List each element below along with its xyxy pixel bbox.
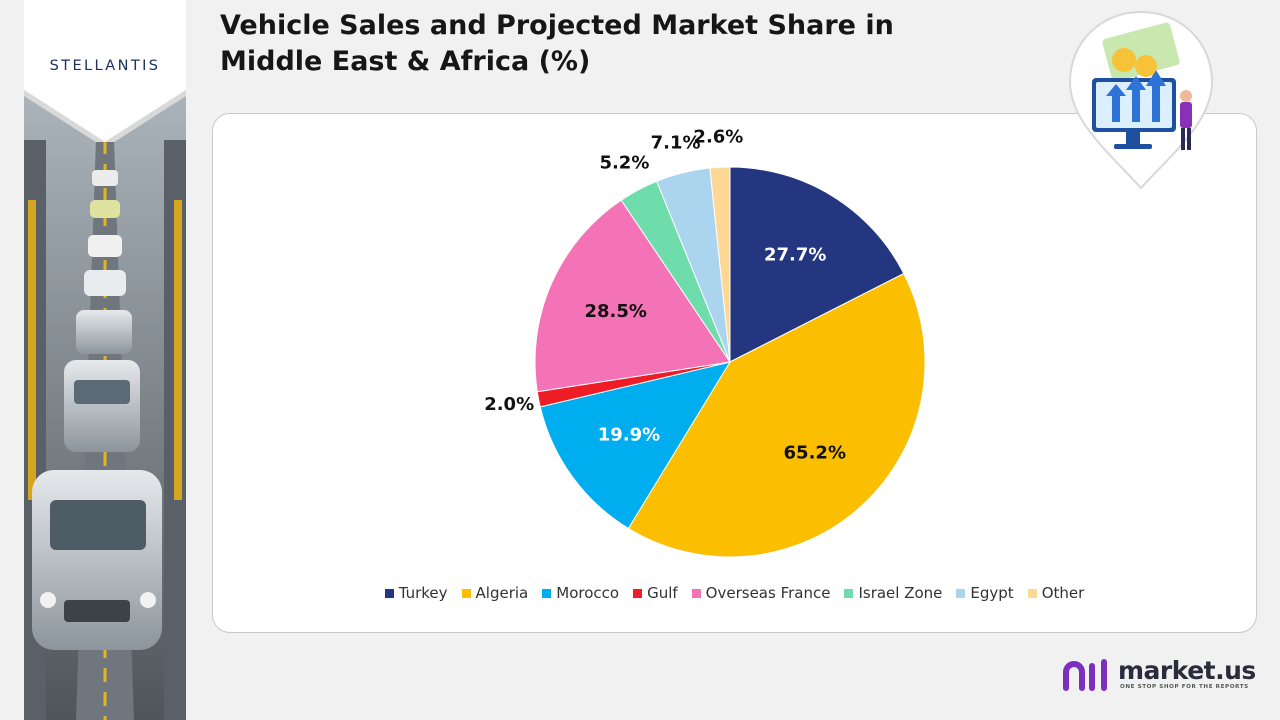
legend-swatch: [1027, 588, 1037, 598]
legend-label: Egypt: [970, 584, 1014, 602]
market-us-wordmark: market.us: [1118, 656, 1256, 685]
data-label-overseas-france: 28.5%: [584, 301, 646, 322]
pie-chart: 27.7% 65.2% 19.9% 2.0% 28.5% 5.2%7.1%2.6%: [484, 126, 926, 558]
data-label-other: 2.6%: [693, 126, 743, 147]
data-label-egypt: 7.1%: [651, 133, 701, 154]
data-label-israel-zone: 5.2%: [599, 152, 649, 173]
chart-legend: Turkey Algeria Morocco Gulf Overseas France I…: [213, 584, 1256, 602]
data-label-algeria: 65.2%: [784, 443, 846, 464]
legend-label: Turkey: [398, 584, 448, 602]
stellantis-logo: STELLANTIS: [49, 58, 161, 74]
logo-banner: STELLANTIS: [24, 0, 186, 142]
legend-label: Israel Zone: [858, 584, 943, 602]
legend-swatch: [956, 588, 966, 598]
legend-item-israel-zone: Israel Zone: [844, 584, 942, 602]
legend-label: Overseas France: [705, 584, 831, 602]
legend-item-egypt: Egypt: [956, 584, 1014, 602]
market-us-logo-icon: [1063, 659, 1107, 691]
pie-slice-turkey: [729, 166, 905, 363]
pie-slice-other: [709, 166, 731, 363]
data-label-turkey: 27.7%: [764, 245, 826, 266]
pie-slice-overseas-france: [534, 199, 731, 393]
logo-banner-shape: [24, 0, 186, 142]
market-us-brand: market.us ONE STOP SHOP FOR THE REPORTS: [1062, 656, 1262, 696]
legend-item-turkey: Turkey: [384, 584, 448, 602]
legend-swatch: [542, 588, 552, 598]
market-us-tagline: ONE STOP SHOP FOR THE REPORTS: [1120, 684, 1249, 690]
legend-swatch: [691, 588, 701, 598]
legend-swatch: [633, 588, 643, 598]
legend-item-gulf: Gulf: [633, 584, 678, 602]
data-label-gulf: 2.0%: [484, 394, 534, 415]
legend-swatch: [384, 588, 394, 598]
legend-label: Gulf: [647, 584, 678, 602]
legend-label: Algeria: [475, 584, 529, 602]
legend-item-algeria: Algeria: [461, 584, 529, 602]
legend-swatch: [461, 588, 471, 598]
page-title: Vehicle Sales and Projected Market Share…: [220, 10, 894, 77]
growth-chart-money-icon: [1066, 10, 1216, 192]
chart-card: 27.7% 65.2% 19.9% 2.0% 28.5% 5.2% 7.1% 2.6% Tur…: [212, 113, 1257, 633]
data-label-morocco: 19.9%: [598, 424, 660, 445]
legend-item-morocco: Morocco: [542, 584, 619, 602]
legend-item-other: Other: [1027, 584, 1085, 602]
legend-item-overseas-france: Overseas France: [691, 584, 831, 602]
factory-photo-strip: STELLANTIS: [24, 0, 186, 720]
legend-label: Other: [1041, 584, 1085, 602]
legend-label: Morocco: [556, 584, 620, 602]
legend-swatch: [844, 588, 854, 598]
pie-slice-morocco: [539, 361, 732, 530]
pie-slice-algeria: [627, 272, 926, 558]
